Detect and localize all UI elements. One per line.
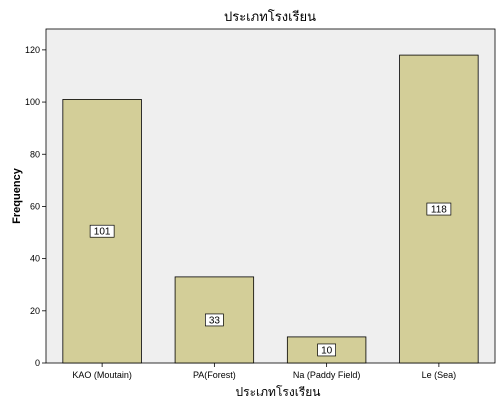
x-tick-label: Na (Paddy Field) [293,370,361,380]
y-tick-label: 60 [30,201,40,211]
data-label: 118 [431,205,447,216]
x-tick-label: PA(Forest) [193,370,236,380]
y-axis-label: Frequency [11,167,23,224]
data-label: 33 [209,315,221,326]
y-tick-label: 80 [30,149,40,159]
data-label-box [205,313,224,327]
data-label: 101 [94,227,111,238]
x-tick-label: KAO (Moutain) [72,370,132,380]
y-tick-label: 100 [25,97,40,107]
y-tick-label: 20 [30,306,40,316]
y-axis: 0 20 40 60 80 100 120 [25,45,46,368]
x-axis-label: ประเภทโรงเรียน [236,385,321,399]
y-tick-label: 120 [25,45,40,55]
data-label-box [317,343,336,357]
bars: 101 33 10 118 [62,54,479,364]
data-label: 10 [321,345,333,356]
data-label-box [426,202,452,216]
y-tick-label: 0 [35,358,40,368]
data-label-box [89,224,115,238]
y-tick-label: 40 [30,254,40,264]
x-axis: KAO (Moutain) PA(Forest) Na (Paddy Field) L… [72,363,456,380]
x-tick-label: Le (Sea) [422,370,457,380]
chart-title: ประเภทโรงเรียน [224,9,316,25]
